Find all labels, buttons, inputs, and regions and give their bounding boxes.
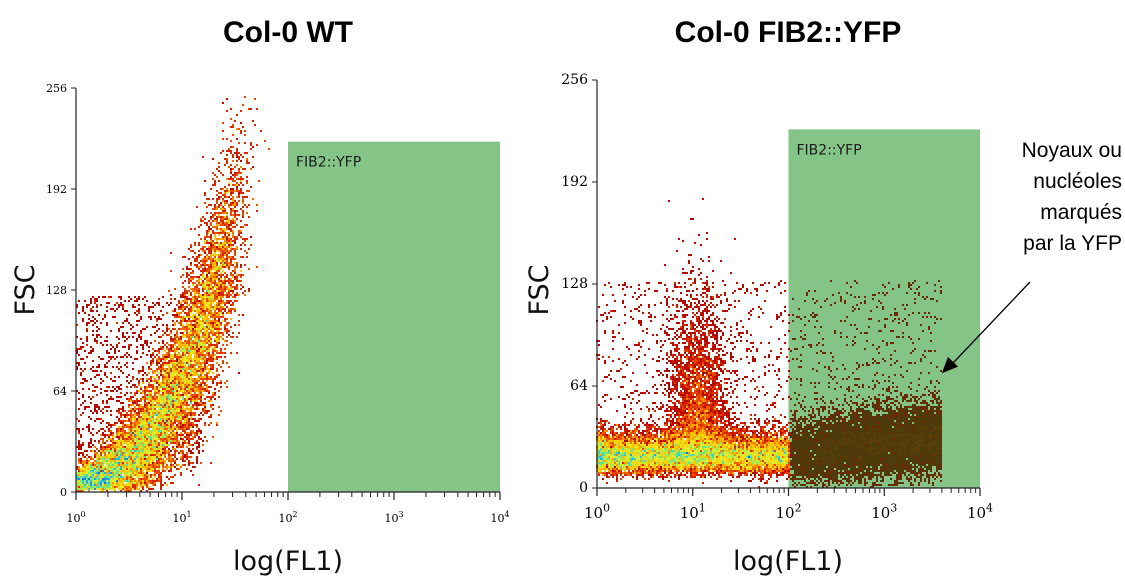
y-tick-label: 192 <box>46 183 67 196</box>
density-plot-yfp <box>596 198 942 488</box>
axes-wt: 0 64 128 192 256 100 101 102 103 104 <box>46 82 510 525</box>
y-tick-label: 256 <box>561 72 588 88</box>
y-tick-label: 128 <box>561 276 588 292</box>
x-axis-label-yfp: log(FL1) <box>733 546 843 576</box>
panel-wt: Col-0 WT FSC log(FL1) FIB2::YFP 0 64 128 19… <box>10 16 510 576</box>
gate-label: FIB2::YFP <box>296 155 361 171</box>
x-tick-label: 103 <box>871 501 897 522</box>
panel-yfp: Col-0 FIB2::YFP FSC log(FL1) FIB2::YFP 0… <box>524 16 1122 576</box>
y-tick-label: 256 <box>46 82 67 95</box>
annotation: Noyaux ou nucléoles marqués par la YFP <box>941 139 1122 374</box>
x-tick-label: 100 <box>66 510 85 525</box>
x-tick-label: 103 <box>384 510 403 525</box>
y-tick-label: 128 <box>46 284 67 297</box>
annotation-arrowhead <box>941 356 959 374</box>
annotation-line: par la YFP <box>1023 232 1122 255</box>
panel-title-yfp: Col-0 FIB2::YFP <box>675 16 902 49</box>
panel-title-wt: Col-0 WT <box>223 16 353 49</box>
y-axis-label-yfp: FSC <box>524 264 555 315</box>
x-tick-label: 104 <box>967 501 993 522</box>
annotation-line: Noyaux ou <box>1022 139 1122 162</box>
y-axis-label-wt: FSC <box>10 264 41 315</box>
annotation-line: marqués <box>1040 201 1122 224</box>
x-tick-label: 100 <box>584 501 610 522</box>
annotation-line: nucléoles <box>1033 170 1122 193</box>
gate-label: FIB2::YFP <box>797 142 862 158</box>
y-tick-label: 64 <box>570 378 588 394</box>
x-tick-label: 102 <box>278 510 297 525</box>
y-tick-label: 0 <box>60 486 67 499</box>
axes-yfp: 0 64 128 192 256 100 101 102 103 104 <box>561 72 993 522</box>
y-tick-label: 192 <box>561 174 588 190</box>
density-plot-wt <box>76 96 270 492</box>
x-tick-label: 104 <box>490 510 509 525</box>
x-tick-label: 101 <box>172 510 191 525</box>
annotation-arrow <box>951 281 1031 365</box>
gate-rect <box>288 141 500 492</box>
y-tick-label: 0 <box>579 480 588 496</box>
x-tick-label: 101 <box>680 501 706 522</box>
x-axis-label-wt: log(FL1) <box>233 546 343 576</box>
gate-region-wt: FIB2::YFP <box>288 141 500 492</box>
y-tick-label: 64 <box>53 385 67 398</box>
x-tick-label: 102 <box>776 501 802 522</box>
